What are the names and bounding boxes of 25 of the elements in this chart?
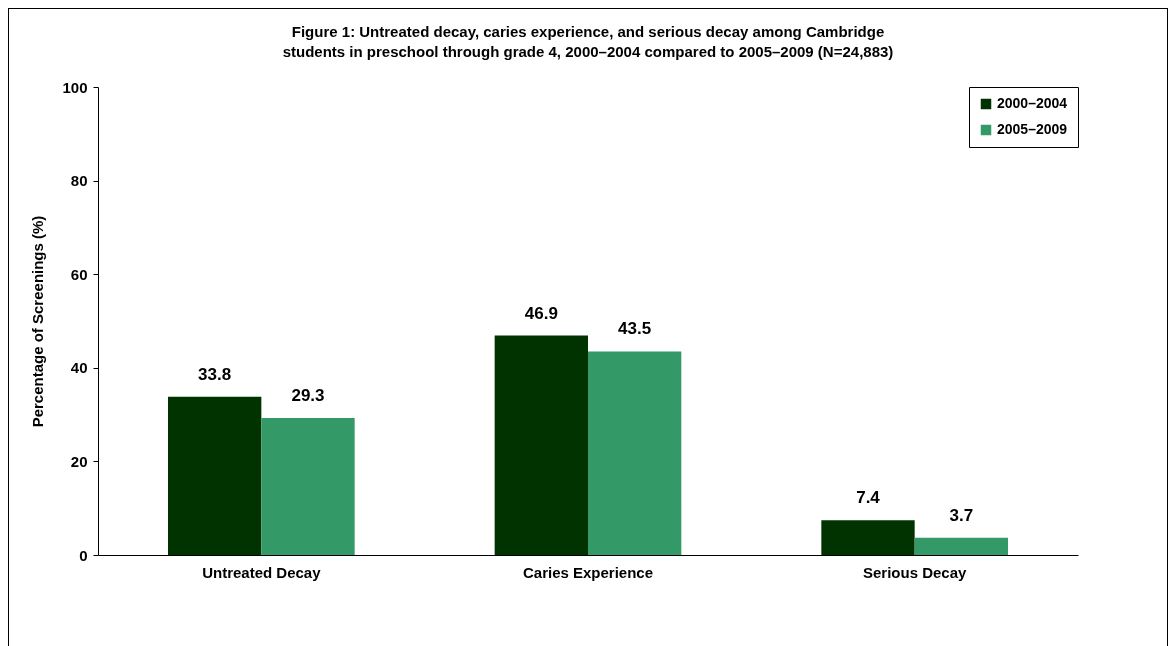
x-tick-label: Serious Decay [862, 563, 968, 581]
bar [168, 396, 262, 555]
y-tick-label: 100 [62, 78, 88, 96]
legend-label: 2005–2009 [997, 121, 1068, 137]
chart-title: Figure 1: Untreated decay, caries experience, and serious decay among Cambridge students in preschool through grade 4, 2000–2004 compared to 2005–2009 (N=24,883) [282, 23, 894, 60]
data-label: 7.4 [856, 488, 881, 508]
bar [821, 520, 915, 555]
bar [588, 351, 682, 555]
bar [494, 335, 588, 555]
y-tick-label: 0 [79, 546, 88, 564]
data-label: 33.8 [198, 364, 232, 384]
bar [261, 417, 355, 555]
data-label: 29.3 [291, 385, 325, 405]
y-tick-label: 20 [70, 452, 88, 470]
data-label: 3.7 [949, 505, 974, 525]
x-tick-label: Caries Experience [522, 563, 654, 581]
y-axis-title: Percentage of Screenings (%) [29, 215, 47, 428]
data-label: 46.9 [524, 303, 558, 323]
y-tick-label: 60 [70, 265, 88, 283]
y-tick-label: 80 [70, 172, 88, 190]
bar [914, 537, 1008, 555]
data-label: 43.5 [618, 319, 652, 339]
x-tick-label: Untreated Decay [202, 563, 322, 581]
legend-label: 2000–2004 [997, 95, 1068, 111]
y-tick-label: 40 [70, 359, 88, 377]
